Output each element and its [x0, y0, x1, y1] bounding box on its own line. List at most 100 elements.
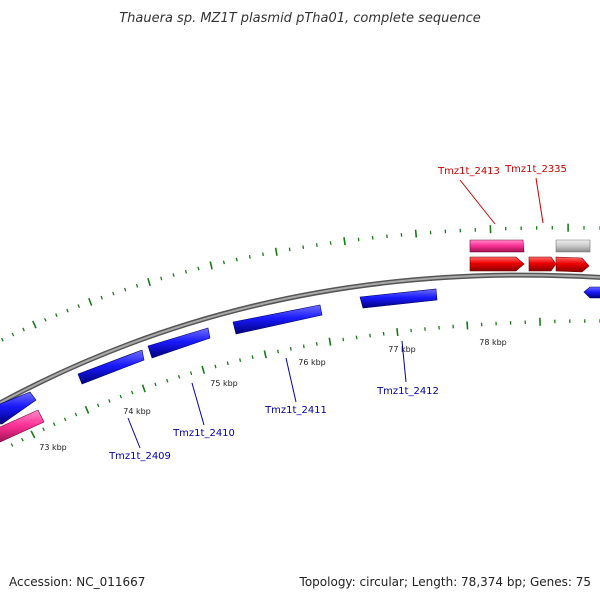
scale-label: 77 kbp	[388, 345, 416, 354]
gene-arrow[interactable]	[0, 391, 37, 425]
outer-tick-ring	[1, 223, 600, 342]
gene-arrow[interactable]	[528, 256, 557, 272]
scale-label: 74 kbp	[123, 407, 151, 416]
minor-tick	[112, 291, 115, 296]
gene-label[interactable]: Tmz1t_2413	[437, 166, 500, 177]
gene-arrow[interactable]	[232, 304, 323, 335]
gene-label[interactable]: Tmz1t_2410	[172, 428, 235, 439]
major-tick	[141, 384, 146, 393]
minor-tick	[1, 337, 4, 342]
gene-arrow[interactable]	[469, 239, 525, 253]
minor-tick	[123, 287, 127, 292]
gene-labels: Tmz1t_2413 Tmz1t_2335 Tmz1t_2409 Tmz1t_2…	[108, 164, 567, 462]
minor-tick	[52, 422, 56, 427]
minor-tick	[55, 313, 58, 317]
minor-tick	[177, 375, 181, 379]
minor-tick	[302, 245, 305, 250]
major-tick	[32, 320, 37, 329]
gene-arrow[interactable]	[555, 256, 590, 273]
inner-tick-ring	[10, 317, 600, 447]
gene-label[interactable]: Tmz1t_2335	[504, 164, 567, 175]
gene-arrow[interactable]	[555, 239, 591, 253]
reverse-strand-genes	[0, 286, 600, 425]
scale-label: 78 kbp	[479, 338, 507, 347]
minor-tick	[172, 273, 175, 277]
minor-tick	[44, 317, 47, 322]
scale-labels: 73 kbp 74 kbp 75 kbp 76 kbp 77 kbp 78 kb…	[39, 338, 507, 452]
major-tick	[30, 430, 36, 439]
scale-label: 73 kbp	[39, 443, 67, 452]
minor-tick	[184, 269, 188, 274]
backbone-track	[0, 272, 600, 406]
minor-tick	[302, 344, 305, 349]
minor-tick	[10, 443, 14, 447]
minor-tick	[63, 417, 67, 422]
minor-tick	[130, 390, 134, 395]
minor-tick	[77, 304, 81, 309]
major-tick	[466, 321, 469, 330]
map-title: Thauera sp. MZ1T plasmid pTha01, complet…	[119, 11, 481, 26]
gene-label[interactable]: Tmz1t_2412	[376, 386, 439, 397]
major-tick	[84, 405, 90, 414]
gene-arrow[interactable]	[147, 327, 211, 359]
gene-arrow[interactable]	[0, 409, 45, 443]
major-tick	[414, 229, 418, 238]
minor-tick	[342, 337, 345, 342]
minor-tick	[100, 295, 103, 300]
minor-tick	[235, 257, 238, 262]
gene-label[interactable]: Tmz1t_2411	[264, 405, 327, 416]
gene-arrow[interactable]	[359, 288, 438, 309]
minor-tick	[135, 283, 139, 288]
minor-tick	[197, 266, 200, 271]
minor-tick	[315, 243, 318, 247]
gene-arrow[interactable]	[469, 256, 525, 272]
major-tick	[88, 297, 93, 306]
minor-tick	[226, 361, 229, 366]
minor-tick	[166, 378, 169, 383]
minor-tick	[329, 241, 332, 245]
major-tick	[396, 328, 399, 337]
minor-tick	[42, 427, 45, 432]
major-tick	[343, 237, 346, 246]
minor-tick	[239, 358, 242, 362]
minor-tick	[119, 394, 123, 399]
major-tick	[147, 277, 151, 287]
major-tick	[263, 350, 267, 359]
minor-tick	[222, 260, 225, 265]
minor-tick	[369, 333, 371, 338]
minor-tick	[248, 254, 251, 259]
accession-text: Accession: NC_011667	[9, 575, 145, 589]
minor-tick	[262, 252, 264, 257]
minor-tick	[289, 346, 292, 351]
minor-tick	[21, 437, 24, 442]
minor-tick	[355, 335, 358, 340]
scale-label: 75 kbp	[210, 379, 238, 388]
gene-arrow[interactable]	[77, 349, 145, 385]
minor-tick	[74, 412, 78, 417]
minor-tick	[214, 364, 217, 369]
minor-tick	[189, 371, 193, 376]
major-tick	[201, 365, 206, 374]
minor-tick	[315, 342, 318, 346]
gene-label[interactable]: Tmz1t_2409	[108, 451, 171, 462]
minor-tick	[160, 276, 163, 281]
gene-arrow[interactable]	[583, 286, 600, 299]
major-tick	[274, 247, 278, 256]
minor-tick	[276, 349, 280, 354]
scale-label: 76 kbp	[298, 358, 326, 367]
topology-summary: Topology: circular; Length: 78,374 bp; G…	[299, 575, 591, 589]
minor-tick	[22, 327, 25, 332]
minor-tick	[11, 332, 15, 337]
minor-tick	[251, 355, 254, 359]
minor-tick	[108, 399, 111, 403]
forward-strand-genes	[0, 239, 591, 443]
major-tick	[209, 261, 213, 270]
minor-tick	[96, 403, 100, 408]
minor-tick	[288, 247, 291, 252]
minor-tick	[382, 331, 385, 336]
major-tick	[328, 337, 332, 346]
minor-tick	[66, 308, 69, 313]
label-leaders	[127, 177, 544, 449]
minor-tick	[154, 382, 157, 387]
